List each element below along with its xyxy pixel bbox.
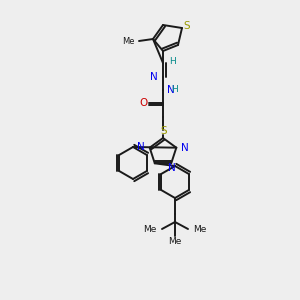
Text: Me: Me xyxy=(193,226,206,235)
Text: Me: Me xyxy=(168,236,182,245)
Text: N: N xyxy=(137,142,145,152)
Text: S: S xyxy=(161,126,167,136)
Text: N: N xyxy=(150,72,158,82)
Text: O: O xyxy=(139,98,147,108)
Text: N: N xyxy=(181,143,189,153)
Text: N: N xyxy=(168,163,176,173)
Text: Me: Me xyxy=(144,226,157,235)
Text: N: N xyxy=(167,85,175,95)
Text: S: S xyxy=(184,21,190,31)
Text: Me: Me xyxy=(122,37,135,46)
Text: H: H xyxy=(172,85,178,94)
Text: H: H xyxy=(169,56,176,65)
